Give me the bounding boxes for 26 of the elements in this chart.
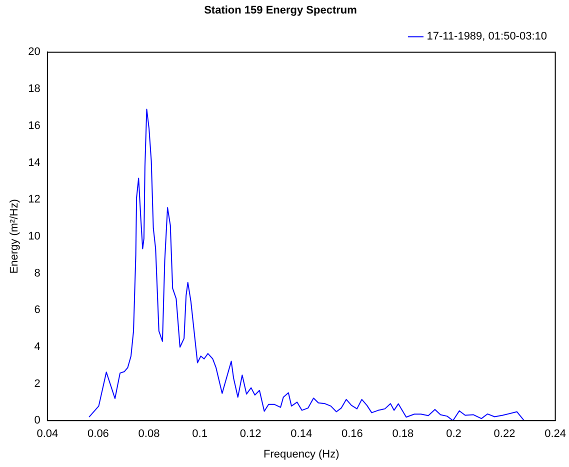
y-tick-label: 6 bbox=[34, 304, 40, 316]
y-tick-label: 2 bbox=[34, 378, 40, 390]
legend-label: 17-11-1989, 01:50-03:10 bbox=[426, 30, 547, 43]
y-axis-title: Energy (m²/Hz) bbox=[8, 199, 21, 274]
x-tick-label: 0.06 bbox=[88, 428, 109, 440]
x-tick-label: 0.24 bbox=[544, 428, 566, 440]
x-tick-label: 0.14 bbox=[290, 428, 312, 440]
x-axis-title: Frequency (Hz) bbox=[263, 448, 340, 460]
x-tick-label: 0.12 bbox=[240, 428, 262, 440]
y-tick-label: 16 bbox=[28, 120, 40, 132]
chart-title: Station 159 Energy Spectrum bbox=[204, 4, 358, 17]
y-tick-label: 10 bbox=[28, 230, 40, 242]
x-tick-label: 0.22 bbox=[494, 428, 516, 440]
y-tick-label: 20 bbox=[28, 46, 40, 58]
y-tick-label: 0 bbox=[34, 414, 40, 427]
y-tick-label: 14 bbox=[28, 156, 40, 169]
x-tick-label: 0.16 bbox=[341, 428, 363, 440]
x-tick-label: 0.04 bbox=[36, 428, 58, 440]
x-tick-label: 0.2 bbox=[446, 428, 462, 440]
y-tick-label: 12 bbox=[28, 194, 40, 206]
y-tick-label: 4 bbox=[34, 340, 40, 353]
x-tick-label: 0.08 bbox=[138, 428, 160, 440]
y-tick-label: 8 bbox=[34, 267, 40, 280]
x-tick-label: 0.18 bbox=[392, 428, 414, 440]
x-tick-label: 0.1 bbox=[192, 428, 208, 440]
y-tick-label: 18 bbox=[28, 83, 40, 96]
